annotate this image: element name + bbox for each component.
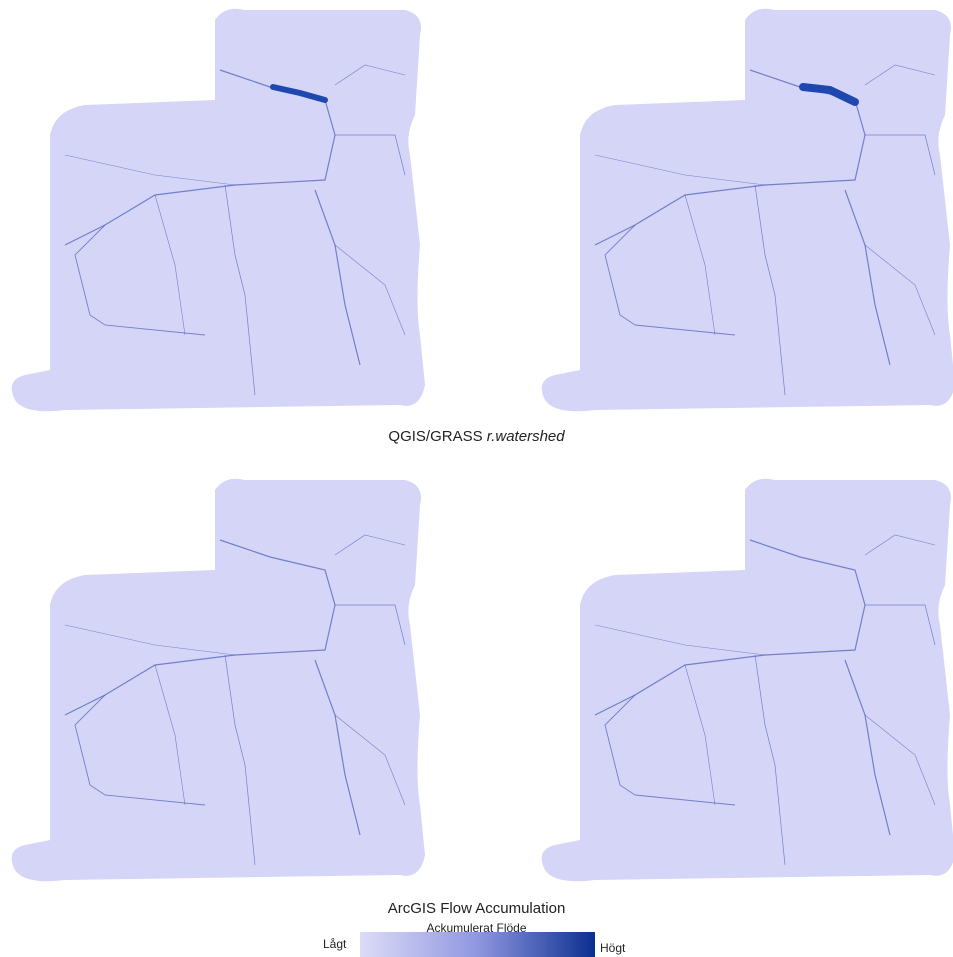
map-arcgis-1 xyxy=(12,479,425,882)
map-arcgis-2 xyxy=(542,479,953,882)
page: QGIS/GRASS r.watershed ArcGIS Flow Accum… xyxy=(0,0,953,957)
legend-high: Högt xyxy=(600,941,625,955)
map-qgis-1 xyxy=(12,9,425,412)
software: QGIS/GRASS xyxy=(388,428,482,445)
maps xyxy=(0,0,953,957)
caption-top: QGIS/GRASS r.watershed xyxy=(0,428,953,445)
legend-gradient xyxy=(360,932,595,957)
legend-title: Ackumulerat Flöde xyxy=(0,921,953,935)
tool: r.watershed xyxy=(487,428,565,445)
caption-bottom: ArcGIS Flow Accumulation xyxy=(0,900,953,917)
map-qgis-2 xyxy=(542,9,953,412)
legend-low: Lågt xyxy=(323,937,346,951)
